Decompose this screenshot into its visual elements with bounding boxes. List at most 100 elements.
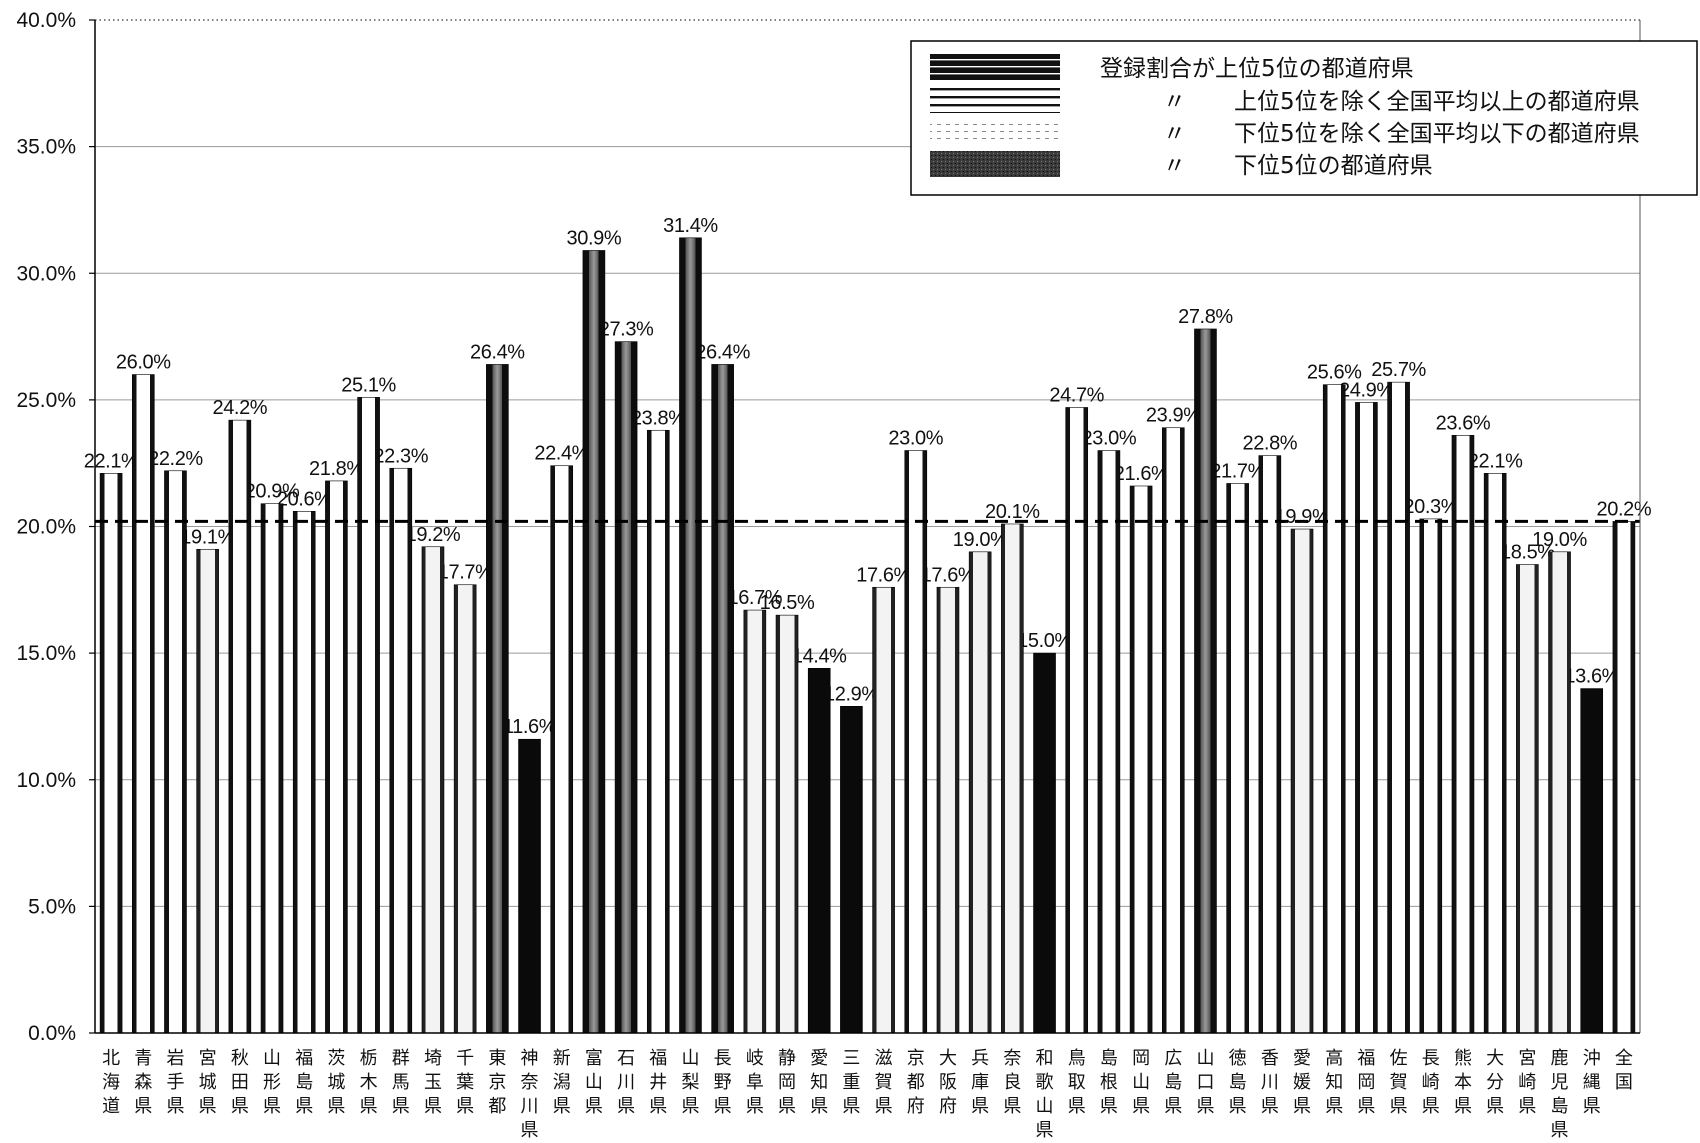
bar <box>936 586 960 1034</box>
data-label: 19.2% <box>406 524 461 546</box>
x-tick-char: 根 <box>1100 1072 1118 1093</box>
x-tick-label: 群馬県 <box>392 1048 410 1117</box>
x-tick-char: 重 <box>842 1072 860 1093</box>
data-label: 16.7% <box>727 587 782 609</box>
x-tick-char: 庫 <box>971 1072 989 1093</box>
x-tick-char: 県 <box>971 1096 989 1117</box>
x-tick-char: 馬 <box>392 1072 410 1093</box>
x-tick-char: 県 <box>392 1096 410 1117</box>
x-tick-char: 宮 <box>199 1048 217 1069</box>
x-tick-char: 山 <box>263 1048 281 1069</box>
bar <box>1097 450 1121 1034</box>
y-tick-label: 25.0% <box>16 389 76 412</box>
bar <box>775 614 799 1034</box>
x-tick-char: 島 <box>1551 1096 1569 1117</box>
x-tick-char: 山 <box>681 1048 699 1069</box>
x-tick-char: 埼 <box>424 1048 442 1069</box>
x-tick-char: 県 <box>681 1096 699 1117</box>
data-label: 21.8% <box>309 458 364 480</box>
bar <box>131 374 155 1034</box>
x-tick-label: 京都府 <box>907 1048 925 1117</box>
x-tick-label: 大分県 <box>1486 1048 1504 1117</box>
x-tick-char: 福 <box>295 1048 313 1069</box>
x-tick-char: 県 <box>1196 1096 1214 1117</box>
x-tick-char: 徳 <box>1229 1048 1247 1069</box>
x-tick-char: 鳥 <box>1068 1048 1086 1069</box>
bar <box>904 450 928 1034</box>
x-tick-label: 沖縄県 <box>1583 1048 1601 1117</box>
x-tick-char: 県 <box>1036 1120 1054 1141</box>
x-tick-char: 広 <box>1164 1048 1182 1069</box>
bar <box>164 470 187 1034</box>
bar <box>1001 523 1024 1034</box>
x-tick-char: 山 <box>1132 1072 1150 1093</box>
x-tick-char: 京 <box>488 1072 506 1093</box>
x-tick-char: 分 <box>1486 1072 1504 1093</box>
x-tick-char: 県 <box>456 1096 474 1117</box>
bar <box>292 511 316 1034</box>
x-tick-label: 奈良県 <box>1003 1048 1021 1117</box>
legend-ditto-mark: 〃 <box>1163 89 1186 115</box>
x-tick-char: 県 <box>263 1096 281 1117</box>
data-label: 22.2% <box>148 448 203 470</box>
x-tick-char: 府 <box>939 1096 957 1117</box>
bar <box>421 546 445 1034</box>
data-label: 27.3% <box>599 319 654 341</box>
x-tick-char: 県 <box>360 1096 378 1117</box>
x-tick-label: 福井県 <box>649 1048 667 1117</box>
x-tick-char: 県 <box>1261 1096 1279 1117</box>
x-tick-char: 群 <box>392 1048 410 1069</box>
x-tick-char: 秋 <box>231 1048 249 1069</box>
x-tick-char: 富 <box>585 1048 603 1069</box>
x-tick-char: 道 <box>102 1096 120 1117</box>
bar <box>99 473 123 1034</box>
x-tick-label: 大阪府 <box>939 1048 957 1117</box>
x-tick-label: 北海道 <box>102 1048 120 1117</box>
x-tick-char: 奈 <box>521 1072 539 1093</box>
x-tick-char: 青 <box>134 1048 152 1069</box>
x-tick-char: 県 <box>778 1096 796 1117</box>
bar <box>1483 473 1507 1034</box>
x-tick-char: 三 <box>842 1048 860 1069</box>
data-label: 22.3% <box>373 445 428 467</box>
x-tick-char: 佐 <box>1390 1048 1408 1069</box>
x-tick-char: 県 <box>134 1096 152 1117</box>
x-tick-label: 山形県 <box>263 1048 281 1117</box>
x-tick-char: 知 <box>1325 1072 1343 1093</box>
y-tick-label: 20.0% <box>16 516 76 539</box>
x-tick-label: 徳島県 <box>1229 1048 1247 1117</box>
x-tick-char: 県 <box>1551 1120 1569 1141</box>
y-axis: 0.0% 5.0% 10.0% 15.0% 20.0% 25.0% 30.0% 35.0% 40… <box>16 9 95 1045</box>
x-tick-label: 三重県 <box>842 1048 860 1117</box>
data-label: 24.2% <box>212 397 267 419</box>
data-label: 27.8% <box>1178 306 1233 328</box>
x-tick-char: 賀 <box>875 1072 893 1093</box>
bar <box>486 364 509 1034</box>
x-tick-char: 潟 <box>553 1072 571 1093</box>
x-tick-label: 宮崎県 <box>1518 1048 1536 1117</box>
legend: 登録割合が上位5位の都道府県 〃 上位5位を除く全国平均以上の都道府県 〃 下位… <box>910 40 1698 196</box>
legend-label: 下位5位を除く全国平均以下の都道府県 <box>1234 121 1640 147</box>
bar <box>389 467 413 1034</box>
x-tick-char: 県 <box>1132 1096 1150 1117</box>
bar <box>1258 455 1282 1034</box>
x-tick-char: 玉 <box>424 1072 442 1093</box>
x-tick-char: 県 <box>1518 1096 1536 1117</box>
data-label: 13.6% <box>1564 666 1619 688</box>
y-tick-label: 5.0% <box>28 895 76 918</box>
x-tick-char: 県 <box>746 1096 764 1117</box>
x-tick-label: 秋田県 <box>231 1048 249 1117</box>
data-label: 14.4% <box>792 645 847 667</box>
x-tick-label: 和歌山県 <box>1036 1048 1054 1141</box>
bar <box>1226 483 1249 1034</box>
x-tick-char: 良 <box>1003 1072 1021 1093</box>
data-label: 23.0% <box>1082 428 1137 450</box>
x-tick-char: 縄 <box>1583 1072 1601 1093</box>
x-tick-char: 県 <box>231 1096 249 1117</box>
bar <box>582 250 606 1034</box>
x-tick-char: 野 <box>714 1072 732 1093</box>
x-tick-char: 城 <box>199 1072 217 1093</box>
x-tick-char: 葉 <box>456 1072 474 1093</box>
x-tick-char: 鹿 <box>1551 1048 1569 1069</box>
